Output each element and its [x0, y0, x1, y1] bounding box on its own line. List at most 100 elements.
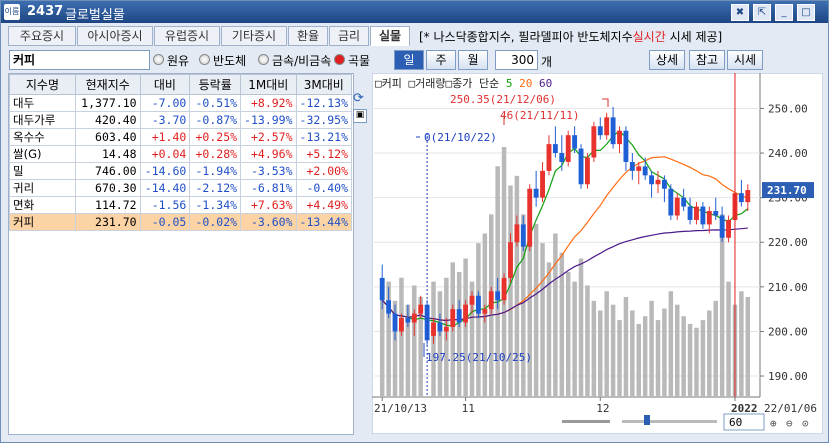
period-button[interactable]: 주: [426, 50, 456, 70]
candle-body: [649, 175, 655, 185]
volume-bar: [508, 185, 513, 397]
scrollbar: [562, 420, 610, 423]
candle-body: [585, 157, 590, 185]
table-row[interactable]: 커피 231.70 -0.05 -0.02% -3.60% -13.44%: [9, 213, 353, 231]
candle-body: [655, 179, 661, 185]
zoom-input: [723, 413, 765, 431]
y-tick-label: 240.00: [768, 147, 808, 160]
table-cell: 대두가루: [9, 111, 76, 129]
x-tick-label: 12: [596, 402, 609, 415]
screen-id: 2437: [27, 4, 64, 19]
annotation: 250.35(21/12/06): [450, 93, 556, 106]
zoom-icon[interactable]: ⊕: [770, 417, 777, 430]
volume-bar: [687, 323, 693, 397]
candle-body: [456, 309, 462, 323]
legend-item: □커피: [375, 77, 409, 90]
volume-bar: [533, 223, 539, 397]
table-cell: 14.48: [74, 145, 141, 163]
table-row[interactable]: 쌀(G) 14.48 +0.04 +0.28% +4.96% +5.12%: [9, 145, 353, 163]
action-button[interactable]: 상세: [649, 50, 685, 70]
column-header[interactable]: 대비: [139, 74, 191, 95]
tab[interactable]: 아시아증시: [77, 26, 153, 46]
count-input[interactable]: 300: [495, 50, 538, 70]
volume-bar: [418, 297, 423, 397]
table-cell: -0.51%: [189, 94, 242, 112]
candle-body: [661, 179, 667, 189]
candle-body: [674, 197, 680, 216]
legend: □커피 □거래량□종가 단순 5 20 60: [375, 77, 552, 90]
radio-dot[interactable]: [199, 54, 210, 65]
chart: 190.00200.00210.00220.00230.00240.00250.…: [372, 73, 823, 434]
candle-body: [527, 188, 533, 247]
copy-icon[interactable]: ▣: [353, 109, 367, 123]
volume-bar: [662, 308, 667, 397]
table-cell: 1,377.10: [74, 94, 141, 112]
candle-body: [508, 242, 513, 278]
tab[interactable]: 실물: [370, 26, 410, 46]
tab[interactable]: 금리: [329, 26, 369, 46]
candle-body: [399, 318, 404, 332]
table-row[interactable]: 밀 746.00 -14.60 -1.94% -3.53% +2.00%: [9, 162, 353, 180]
zoom-icon[interactable]: ⊖: [786, 417, 793, 430]
volume-bar: [553, 233, 558, 397]
table-row[interactable]: 대두 1,377.10 -7.00 -0.51% +8.92% -12.13%: [9, 94, 353, 112]
candle-body: [443, 326, 449, 332]
search-input[interactable]: 커피: [9, 50, 150, 70]
radio-label[interactable]: 금속/비금속: [272, 54, 332, 68]
pin-button[interactable]: ✖: [731, 4, 749, 21]
table-cell: -3.53%: [240, 162, 297, 180]
table-row[interactable]: 옥수수 603.40 +1.40 +0.25% +2.57% -13.21%: [9, 128, 353, 146]
volume-bar: [405, 304, 411, 397]
candle-body: [623, 130, 629, 162]
volume-bar: [681, 316, 686, 397]
candle-body: [604, 117, 610, 136]
slider-thumb: [644, 415, 650, 425]
table-cell: +8.92%: [240, 94, 297, 112]
tab[interactable]: 기타증시: [221, 26, 287, 46]
radio-label[interactable]: 반도체: [213, 54, 247, 68]
tab[interactable]: 환율: [288, 26, 328, 46]
radio-dot[interactable]: [258, 54, 269, 65]
tab[interactable]: 유럽증시: [154, 26, 220, 46]
count-unit: 개: [541, 55, 553, 69]
column-header[interactable]: 등락률: [189, 74, 242, 95]
column-header[interactable]: 3M대비: [295, 74, 353, 95]
volume-bar: [623, 297, 629, 397]
radio-label[interactable]: 원유: [167, 54, 190, 68]
period-button[interactable]: 일: [394, 50, 424, 70]
column-header[interactable]: 1M대비: [240, 74, 297, 95]
table-cell: +4.96%: [240, 145, 297, 163]
table-cell: 면화: [9, 196, 76, 214]
column-header[interactable]: 지수명: [9, 74, 76, 95]
volume-bar: [642, 316, 648, 397]
candle-body: [411, 313, 417, 323]
radio-label[interactable]: 곡물: [348, 54, 371, 68]
zoom-icon[interactable]: ⊙: [802, 417, 809, 430]
legend-ma: 5: [506, 77, 519, 90]
volume-bar: [617, 320, 622, 397]
minimize-button[interactable]: _: [775, 4, 793, 21]
volume-bar: [674, 304, 680, 397]
table-row[interactable]: 귀리 670.30 -14.40 -2.12% -6.81% -0.40%: [9, 179, 353, 197]
radio-dot[interactable]: [153, 54, 164, 65]
candle-body: [469, 295, 475, 305]
table-row[interactable]: 대두가루 420.40 -3.70 -0.87% -13.99% -32.95%: [9, 111, 353, 129]
radio-dot[interactable]: [334, 54, 345, 65]
maximize-button[interactable]: □: [797, 4, 815, 21]
refresh-icon[interactable]: ⟳: [353, 91, 364, 106]
volume-bar: [598, 310, 603, 397]
column-header[interactable]: 현재지수: [74, 74, 141, 95]
last-date: 22/01/06: [764, 402, 817, 415]
table-row[interactable]: 면화 114.72 -1.56 -1.34% +7.63% +4.49%: [9, 196, 353, 214]
tab[interactable]: 주요증시: [8, 26, 76, 46]
table-cell: -14.60: [139, 162, 191, 180]
action-button[interactable]: 시세: [727, 50, 763, 70]
candle-body: [552, 144, 558, 154]
link-button[interactable]: ⇱: [753, 4, 771, 21]
volume-bar: [456, 272, 462, 397]
period-button[interactable]: 월: [458, 50, 488, 70]
candle-body: [546, 144, 552, 171]
table-cell: -0.02%: [189, 213, 242, 231]
action-button[interactable]: 참고: [689, 50, 725, 70]
volume-bar: [591, 300, 597, 397]
